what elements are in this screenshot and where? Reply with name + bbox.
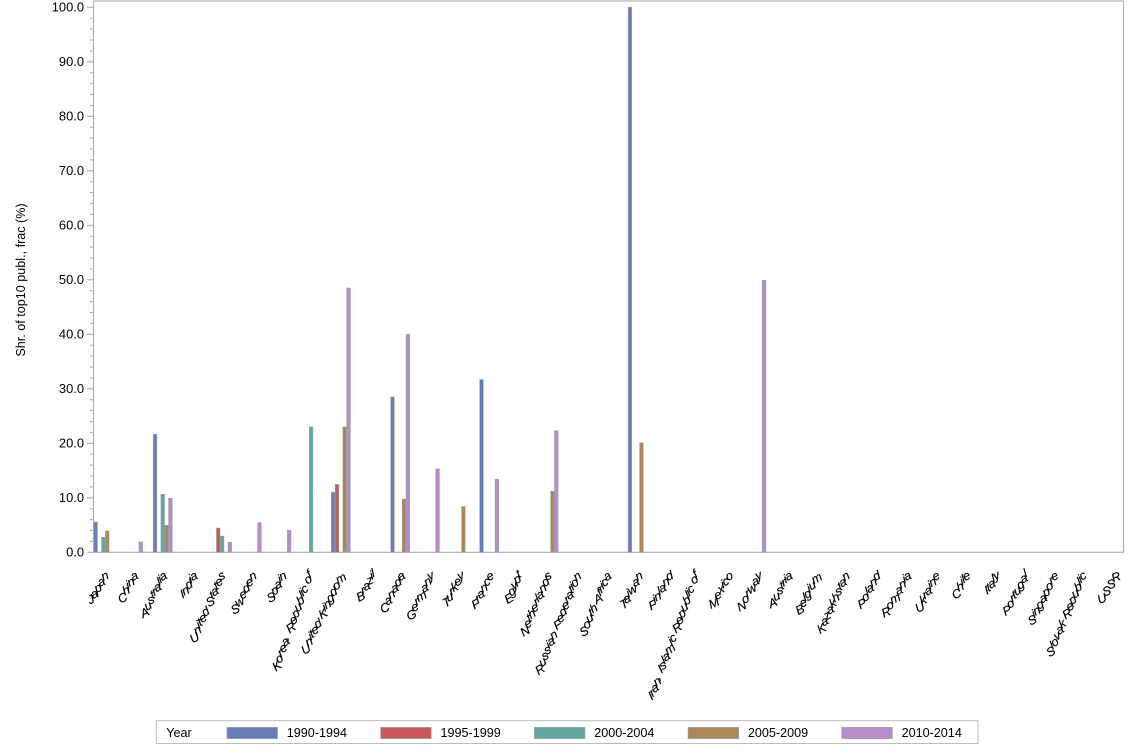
svg-text:60.0: 60.0 xyxy=(59,218,84,233)
svg-text:100.0: 100.0 xyxy=(52,0,84,15)
svg-text:Shr. of top10 publ., frac (%): Shr. of top10 publ., frac (%) xyxy=(14,203,28,356)
svg-text:80.0: 80.0 xyxy=(59,109,84,124)
svg-text:1990-1994: 1990-1994 xyxy=(287,726,347,740)
svg-text:2010-2014: 2010-2014 xyxy=(902,726,962,740)
svg-text:30.0: 30.0 xyxy=(59,381,84,396)
svg-text:10.0: 10.0 xyxy=(59,490,84,505)
svg-text:40.0: 40.0 xyxy=(59,327,84,342)
svg-text:1995-1999: 1995-1999 xyxy=(441,726,501,740)
svg-text:90.0: 90.0 xyxy=(59,54,84,69)
svg-text:2000-2004: 2000-2004 xyxy=(594,726,654,740)
svg-text:Year: Year xyxy=(166,726,191,740)
svg-text:20.0: 20.0 xyxy=(59,436,84,451)
svg-text:0.0: 0.0 xyxy=(66,545,84,560)
svg-text:70.0: 70.0 xyxy=(59,163,84,178)
svg-text:50.0: 50.0 xyxy=(59,272,84,287)
svg-text:2005-2009: 2005-2009 xyxy=(748,726,808,740)
